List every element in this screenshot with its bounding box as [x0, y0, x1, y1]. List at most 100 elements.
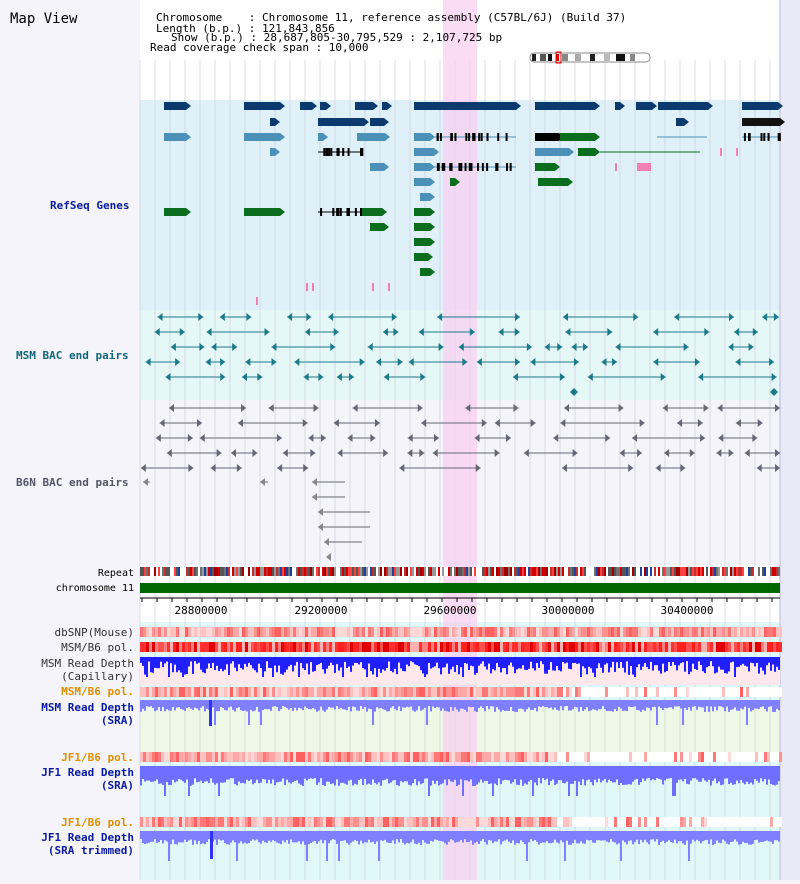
gene-exon[interactable] [481, 163, 484, 171]
gene-block-pink[interactable] [256, 297, 258, 305]
gene-exon[interactable] [486, 133, 489, 141]
gene-exon[interactable] [460, 163, 463, 171]
read-depth-tracks[interactable] [140, 657, 780, 861]
gene-block[interactable] [318, 118, 364, 126]
gene-block[interactable] [560, 133, 595, 141]
gene-block[interactable] [414, 223, 430, 231]
gene-block[interactable] [535, 133, 559, 141]
gene-block[interactable] [658, 102, 708, 110]
gene-exon[interactable] [325, 148, 328, 156]
gene-block[interactable] [535, 102, 595, 110]
gene-block[interactable] [414, 238, 430, 246]
gene-block[interactable] [362, 208, 382, 216]
gene-exon[interactable] [450, 163, 453, 171]
gene-exon[interactable] [336, 208, 339, 216]
gene-exon[interactable] [767, 133, 770, 141]
b6n-bac-track[interactable] [140, 404, 780, 561]
gene-block[interactable] [414, 178, 430, 186]
gene-block[interactable] [244, 133, 280, 141]
gene-block-pink[interactable] [372, 283, 374, 291]
gene-block[interactable] [355, 102, 373, 110]
gene-block[interactable] [414, 208, 430, 216]
gene-exon[interactable] [328, 148, 331, 156]
gene-exon[interactable] [330, 148, 333, 156]
gene-exon[interactable] [495, 163, 498, 171]
gene-block-pink[interactable] [306, 283, 308, 291]
gene-block[interactable] [414, 133, 430, 141]
chromosome-ideogram[interactable] [529, 51, 651, 64]
gene-exon[interactable] [436, 133, 439, 141]
gene-exon[interactable] [458, 163, 461, 171]
gene-exon[interactable] [346, 208, 349, 216]
gene-exon[interactable] [360, 148, 363, 156]
polymorphism-heat-tracks[interactable] [140, 627, 782, 827]
refseq-genes-track[interactable] [164, 102, 785, 305]
gene-exon[interactable] [470, 163, 473, 171]
gene-block[interactable] [414, 148, 434, 156]
gene-block[interactable] [244, 208, 280, 216]
gene-exon[interactable] [486, 163, 489, 171]
gene-block[interactable] [300, 102, 312, 110]
gene-exon[interactable] [347, 148, 350, 156]
track-label-refseq[interactable]: RefSeq Genes [50, 199, 129, 212]
gene-exon[interactable] [450, 133, 453, 141]
gene-exon[interactable] [506, 163, 509, 171]
gene-block-pink[interactable] [312, 283, 314, 291]
gene-exon[interactable] [332, 208, 335, 216]
gene-block[interactable] [414, 102, 516, 110]
gene-exon[interactable] [439, 133, 442, 141]
gene-exon[interactable] [337, 148, 340, 156]
gene-exon[interactable] [743, 133, 746, 141]
track-label-b6n-bac[interactable]: B6N BAC end pairs [16, 476, 129, 489]
gene-exon[interactable] [347, 208, 350, 216]
gene-exon[interactable] [478, 133, 481, 141]
highlight-region[interactable] [443, 0, 477, 880]
gene-block-pink[interactable] [615, 163, 617, 171]
gene-block[interactable] [578, 148, 595, 156]
gene-block[interactable] [244, 102, 280, 110]
gene-block[interactable] [414, 163, 430, 171]
gene-block[interactable] [370, 118, 384, 126]
gene-block[interactable] [370, 223, 384, 231]
gene-exon[interactable] [497, 133, 500, 141]
gene-block[interactable] [164, 208, 186, 216]
gene-exon[interactable] [320, 208, 323, 216]
gene-exon[interactable] [437, 163, 440, 171]
gene-block[interactable] [742, 118, 780, 126]
msm-bac-track[interactable] [145, 313, 779, 396]
gene-block-pink[interactable] [720, 148, 722, 156]
gene-exon[interactable] [465, 133, 468, 141]
gene-exon[interactable] [468, 163, 471, 171]
gene-exon[interactable] [748, 133, 751, 141]
gene-exon[interactable] [480, 133, 483, 141]
gene-exon[interactable] [505, 133, 508, 141]
gene-block-pink[interactable] [637, 163, 651, 171]
gene-exon[interactable] [464, 163, 467, 171]
gene-block[interactable] [420, 193, 430, 201]
gene-block-pink[interactable] [736, 148, 738, 156]
gene-block[interactable] [420, 268, 430, 276]
gene-block[interactable] [164, 133, 186, 141]
gene-exon[interactable] [360, 208, 363, 216]
repeat-track[interactable] [140, 567, 780, 576]
gene-block[interactable] [318, 133, 323, 141]
gene-block[interactable] [382, 102, 387, 110]
gene-block[interactable] [450, 178, 455, 186]
gene-block[interactable] [270, 148, 275, 156]
gene-exon[interactable] [342, 148, 345, 156]
gene-exon[interactable] [468, 133, 471, 141]
gene-block[interactable] [676, 118, 684, 126]
gene-exon[interactable] [509, 163, 512, 171]
gene-exon[interactable] [472, 133, 475, 141]
gene-block[interactable] [270, 118, 275, 126]
gene-exon[interactable] [323, 148, 326, 156]
gene-block[interactable] [538, 178, 568, 186]
gene-exon[interactable] [777, 133, 780, 141]
gene-exon[interactable] [760, 133, 763, 141]
gene-exon[interactable] [354, 208, 357, 216]
gene-block[interactable] [535, 148, 569, 156]
gene-exon[interactable] [454, 133, 457, 141]
gene-exon[interactable] [339, 208, 342, 216]
gene-block[interactable] [615, 102, 620, 110]
gene-block[interactable] [320, 102, 326, 110]
